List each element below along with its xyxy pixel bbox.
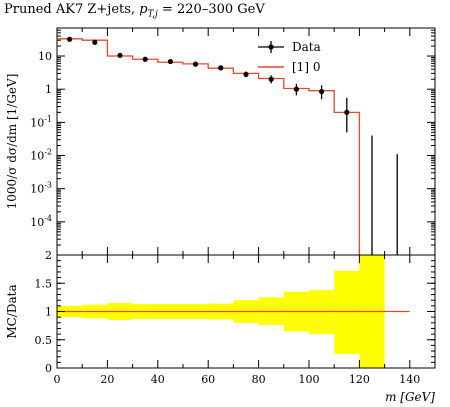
ratio-y-tick-label: 0.5 — [35, 334, 53, 347]
main-panel: 10-4 10-3 10-2 10-1 1 10 1000/σ dσ/dm [1/GeV] D… — [5, 27, 436, 256]
data-point — [243, 71, 249, 77]
data-point — [218, 65, 224, 71]
x-tick-label: 100 — [299, 373, 320, 386]
x-tick-label: 140 — [399, 373, 420, 386]
data-point — [293, 86, 299, 92]
x-axis-label: m [GeV] — [385, 390, 435, 404]
y-tick-label: 10-2 — [30, 148, 52, 163]
legend-data-marker — [268, 44, 274, 50]
plot-title: Pruned AK7 Z+jets, pT,j = 220–300 GeV — [4, 2, 265, 20]
x-tick-label: 40 — [151, 373, 165, 386]
x-tick-label: 120 — [349, 373, 370, 386]
main-frame — [56, 27, 436, 256]
data-point — [268, 76, 274, 82]
ratio-y-tick-label: 0 — [45, 362, 52, 375]
x-tick-label: 80 — [252, 373, 266, 386]
y-axis-label-main: 1000/σ dσ/dm [1/GeV] — [5, 74, 19, 210]
x-tick-label: 20 — [100, 373, 114, 386]
y-axis-label-ratio: MC/Data — [5, 284, 19, 338]
ratio-y-tick-label: 1 — [45, 306, 52, 319]
data-point — [167, 58, 173, 65]
data-point — [319, 88, 325, 95]
y-tick-label: 1 — [45, 83, 52, 96]
y-tick-label: 10-4 — [30, 214, 52, 229]
title-kinematic-var: p — [139, 2, 148, 17]
y-tick-label: 10-3 — [30, 181, 52, 196]
legend-mc-label: [1] 0 — [292, 60, 320, 74]
data-point — [67, 36, 73, 42]
data-point — [193, 61, 199, 67]
title-range: = 220–300 GeV — [157, 2, 265, 17]
data-point — [117, 52, 123, 58]
y-tick-label: 10-1 — [30, 114, 52, 129]
data-point — [344, 109, 350, 115]
mc-step-line — [57, 38, 361, 255]
x-tick-label: 0 — [54, 373, 61, 386]
ratio-y-tick-label: 1.5 — [35, 277, 53, 290]
y-tick-label: 10 — [38, 50, 52, 63]
data-point — [142, 56, 148, 62]
ratio-band-bin — [334, 270, 360, 354]
legend-data-label: Data — [292, 40, 321, 54]
title-kinematic-sub: T,j — [147, 9, 158, 20]
title-main: Pruned AK7 Z+jets, — [4, 2, 136, 17]
x-tick-label: 60 — [201, 373, 215, 386]
ratio-y-tick-label: 2 — [45, 249, 52, 262]
data-point — [92, 39, 98, 45]
